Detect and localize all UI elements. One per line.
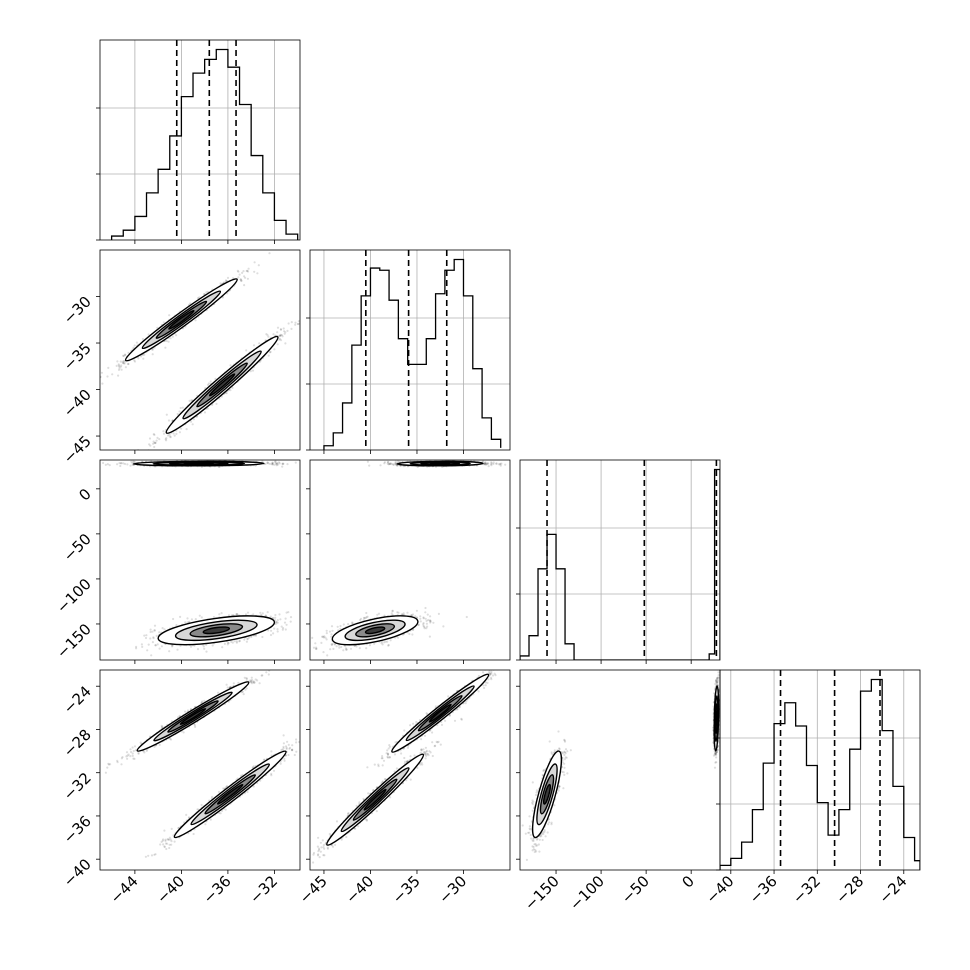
y-tick-label: −40 <box>60 386 95 421</box>
grid <box>100 40 300 240</box>
y-tick-label: −150 <box>53 620 95 662</box>
scatter-panel-0-1: −45 −40 −35 −30 <box>60 249 301 467</box>
scatter-panel-0-3: −44 −40 −36 −32 −40 −36 −32 −28 −24 <box>60 669 301 907</box>
sample-points <box>521 670 720 862</box>
y-tick-label: −30 <box>60 293 95 328</box>
x-tick-label: −36 <box>746 872 781 907</box>
x-tick-label: −150 <box>521 872 563 914</box>
y-tick-label: −45 <box>60 432 95 467</box>
hist-panel-2 <box>516 459 721 664</box>
hist-panel-3-frame <box>719 669 921 871</box>
scatter-panel-0-2-frame <box>99 459 301 661</box>
density-contour <box>208 373 236 397</box>
scatter-panel-1-2 <box>306 459 511 664</box>
y-tick-label: −28 <box>60 726 95 761</box>
hist-step <box>520 468 720 660</box>
grid <box>310 250 510 450</box>
sample-points <box>100 252 300 450</box>
hist-panel-3: −40 −36 −32 −28 −24 <box>703 669 921 907</box>
x-tick-label: −50 <box>618 872 653 907</box>
density-contour <box>429 462 451 465</box>
x-tick-label: −100 <box>566 872 608 914</box>
density-contour <box>179 708 207 725</box>
y-tick-label: −40 <box>60 855 95 890</box>
density-contour <box>543 783 551 805</box>
hist-panel-1 <box>306 249 511 454</box>
y-tick-label: −100 <box>53 575 95 617</box>
x-tick-label: −32 <box>246 872 281 907</box>
density-contour <box>715 710 718 727</box>
scatter-panel-1-2-frame <box>309 459 511 661</box>
scatter-panel-2-3-frame <box>519 669 721 871</box>
x-tick-label: −45 <box>296 872 331 907</box>
hist-step <box>323 258 502 450</box>
density-contour <box>363 788 387 811</box>
y-tick-label: −50 <box>60 530 95 565</box>
scatter-panel-1-3-frame <box>309 669 511 871</box>
grid <box>520 460 720 660</box>
x-tick-label: −28 <box>832 872 867 907</box>
scatter-panel-0-3-frame <box>99 669 301 871</box>
scatter-panel-0-2: −150−100 −50 0 <box>53 459 301 664</box>
density-contour <box>183 462 215 465</box>
x-tick-label: −40 <box>342 872 377 907</box>
hist-panel-2-frame <box>519 459 721 661</box>
x-tick-label: −44 <box>107 872 142 907</box>
density-contour <box>168 309 195 330</box>
x-tick-label: −40 <box>703 872 738 907</box>
y-tick-label: 0 <box>75 485 94 504</box>
hist-panel-0-frame <box>99 39 301 241</box>
y-tick-label: −36 <box>60 812 95 847</box>
hist-panel-0 <box>96 39 301 244</box>
scatter-panel-0-1-frame <box>99 249 301 451</box>
x-tick-label: −35 <box>389 872 424 907</box>
hist-panel-1-frame <box>309 249 511 451</box>
x-tick-label: −32 <box>789 872 824 907</box>
density-contour <box>428 703 452 723</box>
x-tick-label: −40 <box>153 872 188 907</box>
x-tick-label: 0 <box>679 872 698 891</box>
y-tick-label: −24 <box>60 682 95 717</box>
grid <box>720 670 920 870</box>
hist-step <box>110 48 299 240</box>
x-tick-label: −24 <box>876 872 911 907</box>
y-tick-label: −32 <box>60 769 95 804</box>
density-contour <box>216 783 244 805</box>
scatter-panel-2-3: −150 −100 −50 0 <box>516 669 721 914</box>
y-tick-label: −35 <box>60 339 95 374</box>
scatter-panel-1-3: −45 −40 −35 −30 <box>296 669 511 907</box>
x-tick-label: −30 <box>435 872 470 907</box>
density-contour <box>202 626 231 635</box>
density-contour <box>364 626 386 635</box>
x-tick-label: −36 <box>200 872 235 907</box>
hist-step <box>720 678 920 870</box>
